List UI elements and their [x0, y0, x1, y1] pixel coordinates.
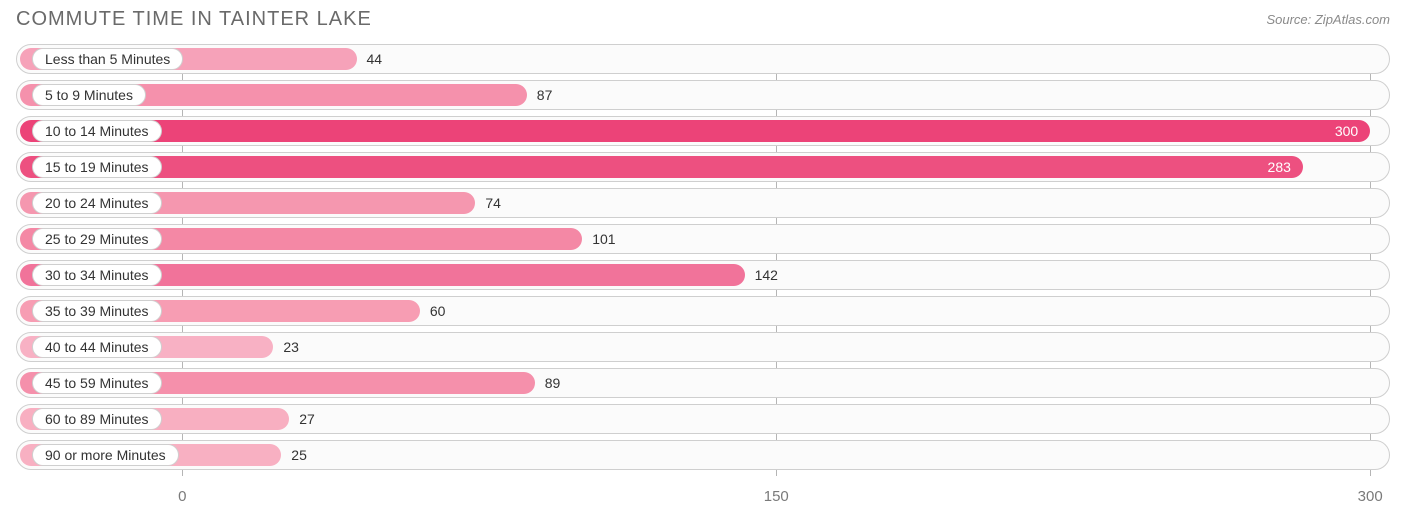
category-label: 30 to 34 Minutes	[32, 264, 162, 286]
bar-row: 90 or more Minutes 25	[16, 440, 1390, 470]
value-label: 25	[291, 440, 307, 470]
chart-plot-area: Less than 5 Minutes 44 5 to 9 Minutes 87 10 …	[16, 44, 1390, 476]
bar-row: 5 to 9 Minutes 87	[16, 80, 1390, 110]
chart-source: Source: ZipAtlas.com	[1266, 12, 1390, 27]
value-label: 60	[430, 296, 446, 326]
bar-row: 15 to 19 Minutes 283	[16, 152, 1390, 182]
value-label: 87	[537, 80, 553, 110]
value-label: 283	[1268, 152, 1291, 182]
value-label: 89	[545, 368, 561, 398]
bar-row: 20 to 24 Minutes 74	[16, 188, 1390, 218]
value-label: 300	[1335, 116, 1358, 146]
bar-row: 10 to 14 Minutes 300	[16, 116, 1390, 146]
bar-row: 40 to 44 Minutes 23	[16, 332, 1390, 362]
value-label: 27	[299, 404, 315, 434]
bar-row: 35 to 39 Minutes 60	[16, 296, 1390, 326]
category-label: 20 to 24 Minutes	[32, 192, 162, 214]
bar-row: 60 to 89 Minutes 27	[16, 404, 1390, 434]
bar-row: 30 to 34 Minutes 142	[16, 260, 1390, 290]
bar-row: 25 to 29 Minutes 101	[16, 224, 1390, 254]
chart-title: COMMUTE TIME IN TAINTER LAKE	[16, 8, 372, 31]
category-label: 60 to 89 Minutes	[32, 408, 162, 430]
category-label: 15 to 19 Minutes	[32, 156, 162, 178]
x-tick-label: 300	[1358, 488, 1383, 505]
category-label: 25 to 29 Minutes	[32, 228, 162, 250]
chart-container: COMMUTE TIME IN TAINTER LAKE Source: Zip…	[0, 0, 1406, 522]
category-label: 40 to 44 Minutes	[32, 336, 162, 358]
bar-row: 45 to 59 Minutes 89	[16, 368, 1390, 398]
bar	[20, 156, 1303, 178]
chart-header: COMMUTE TIME IN TAINTER LAKE Source: Zip…	[16, 8, 1390, 36]
x-tick-label: 150	[764, 488, 789, 505]
bar-row: Less than 5 Minutes 44	[16, 44, 1390, 74]
category-label: 35 to 39 Minutes	[32, 300, 162, 322]
value-label: 142	[755, 260, 778, 290]
value-label: 74	[485, 188, 501, 218]
category-label: 5 to 9 Minutes	[32, 84, 146, 106]
category-label: Less than 5 Minutes	[32, 48, 183, 70]
value-label: 23	[283, 332, 299, 362]
bar	[20, 120, 1370, 142]
category-label: 45 to 59 Minutes	[32, 372, 162, 394]
x-tick-label: 0	[178, 488, 186, 505]
value-label: 101	[592, 224, 615, 254]
x-axis: 0 150 300	[16, 480, 1390, 510]
value-label: 44	[367, 44, 383, 74]
category-label: 10 to 14 Minutes	[32, 120, 162, 142]
category-label: 90 or more Minutes	[32, 444, 179, 466]
